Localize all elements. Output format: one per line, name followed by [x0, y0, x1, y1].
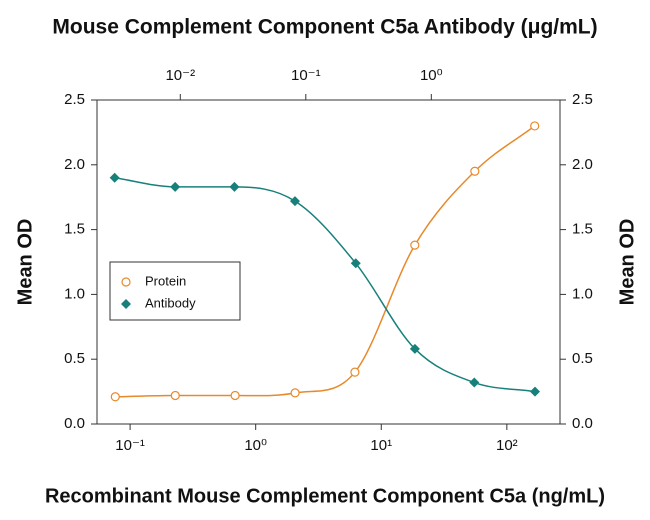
- data-point: [170, 390, 180, 401]
- legend-box: [109, 261, 241, 321]
- x-tick-label: 10²: [496, 437, 518, 454]
- chart-title: Mouse Complement Component C5a Antibody …: [52, 16, 597, 39]
- data-point: [469, 377, 480, 388]
- plot-frame: [96, 99, 561, 425]
- y2-tick-label: 1.5: [572, 221, 593, 238]
- legend-label: Protein: [145, 273, 186, 288]
- data-point: [290, 388, 300, 398]
- y-tick-label: 1.0: [64, 285, 85, 302]
- y-tick-label: 2.5: [64, 91, 85, 108]
- data-point: [170, 181, 181, 192]
- data-point: [410, 240, 420, 250]
- y2-tick-label: 1.0: [572, 285, 593, 302]
- data-point: [530, 121, 540, 131]
- y2-tick-label: 0.0: [572, 415, 593, 432]
- legend-marker: [121, 277, 131, 287]
- x-tick-label: 10⁰: [244, 437, 267, 454]
- data-point: [350, 367, 360, 377]
- y-tick-label: 1.5: [64, 221, 85, 238]
- data-point: [529, 386, 540, 397]
- y-tick-label: 0.5: [64, 350, 85, 367]
- data-point: [229, 181, 240, 192]
- y-axis-title: Mean OD: [14, 219, 36, 306]
- x2-tick-label: 10⁻²: [165, 67, 195, 84]
- data-point: [470, 166, 480, 176]
- data-point: [350, 258, 361, 269]
- x2-tick-label: 10⁻¹: [291, 67, 321, 84]
- data-point: [289, 196, 300, 207]
- y2-tick-label: 0.5: [572, 350, 593, 367]
- y-tick-label: 2.0: [64, 156, 85, 173]
- x-axis-title: Recombinant Mouse Complement Component C…: [45, 485, 605, 507]
- y2-tick-label: 2.5: [572, 91, 593, 108]
- y2-axis-title: Mean OD: [616, 219, 638, 306]
- fit-curve: [115, 125, 536, 398]
- data-point: [230, 390, 240, 401]
- data-point: [109, 172, 120, 183]
- data-point: [409, 343, 420, 354]
- legend-marker: [121, 299, 131, 309]
- x2-tick-label: 10⁰: [420, 67, 443, 84]
- legend-label: Antibody: [145, 295, 196, 310]
- x-tick-label: 10⁻¹: [115, 437, 145, 454]
- data-point: [110, 392, 120, 402]
- y2-tick-label: 2.0: [572, 156, 593, 173]
- x-tick-label: 10¹: [370, 437, 392, 454]
- y-tick-label: 0.0: [64, 415, 85, 432]
- fit-curve: [114, 177, 536, 393]
